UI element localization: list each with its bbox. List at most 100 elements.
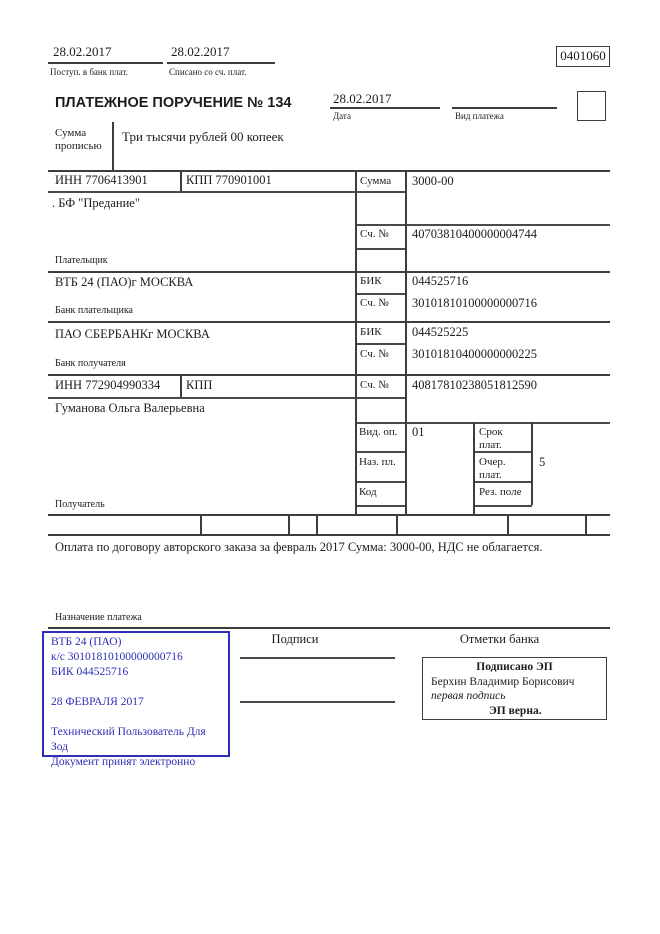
purpose-underline [48,627,610,629]
date-debited-label: Списано со сч. плат. [169,67,247,77]
date-debited-underline [167,62,275,64]
stamp-spacer [51,680,221,695]
rez-pole-label: Рез. поле [479,486,522,498]
amount-words-label: Сумма прописью [55,127,102,152]
receiver-kpp-label: КПП [186,378,213,392]
srok-plat-label: Срок плат. [479,426,503,451]
stamp-user: Технический Пользователь Для Зод [51,726,206,753]
table-border [473,451,532,453]
table-border [507,514,509,534]
date-received-underline [48,62,163,64]
receiver-bank-account-label: Сч. № [360,348,389,360]
receiver-bank-account-value: 30101810400000000225 [412,347,537,361]
esign-stamp: Подписано ЭП Берхин Владимир Борисович п… [422,657,607,720]
table-border [200,514,202,534]
receiver-bank-bik-value: 044525225 [412,325,469,339]
table-border [316,514,318,534]
table-border [48,191,406,193]
table-border [355,481,406,483]
table-border [585,514,587,534]
table-border [531,422,533,505]
table-border [48,397,406,399]
payer-section-label: Плательщик [55,255,108,266]
vid-op-value: 01 [412,425,425,439]
table-border [48,170,610,172]
amount-words-divider [112,122,114,170]
bank-marks-label: Отметки банка [459,632,540,646]
payer-bank-section-label: Банк плательщика [55,305,133,316]
table-border [473,481,532,483]
receiver-name: Гуманова Ольга Валерьевна [55,401,205,415]
payer-name: . БФ "Предание" [52,196,140,210]
table-border [405,170,407,515]
table-border [355,422,610,424]
date-debited-value: 28.02.2017 [171,44,230,59]
esign-title: Подписано ЭП [476,661,553,673]
esign-signer: Берхин Владимир Борисович [431,675,575,688]
table-border [180,374,182,398]
kod-label: Код [359,486,377,498]
table-border [48,374,610,376]
naz-pl-label: Наз. пл. [359,456,396,468]
receiver-bank-section-label: Банк получателя [55,358,126,369]
date-field-label: Дата [333,111,351,121]
table-border [355,343,406,345]
purpose-label: Назначение платежа [55,612,142,623]
signature-line [240,657,395,659]
payer-bank-bik-label: БИК [360,275,382,287]
form-code-box: 0401060 [556,46,610,67]
bank-acceptance-stamp: ВТБ 24 (ПАО) к/с 30101810100000000716 БИ… [42,631,230,768]
ocher-plat-label: Очер. плат. [479,456,506,481]
vid-op-label: Вид. оп. [359,426,398,438]
receiver-bank-bik-label: БИК [360,326,382,338]
table-border [48,271,610,273]
table-border [180,170,182,192]
table-border [355,224,610,226]
receiver-bank-name: ПАО СБЕРБАНКг МОСКВА [55,327,210,341]
payer-account-label: Сч. № [360,228,389,240]
table-border [473,422,475,515]
purpose-text: Оплата по договору авторского заказа за … [55,540,543,554]
date-received-label: Поступ. в банк плат. [50,67,128,77]
esign-signature-type: первая подпись [431,690,506,702]
payment-type-underline [452,107,557,109]
receiver-inn: ИНН 772904990334 [55,378,161,392]
document-title: ПЛАТЕЖНОЕ ПОРУЧЕНИЕ № 134 [55,95,292,111]
payment-type-box [577,91,606,121]
document-date-value: 28.02.2017 [333,91,392,106]
receiver-account-value: 40817810238051812590 [412,378,537,392]
stamp-accepted: Документ принят электронно [51,756,196,768]
sum-value: 3000-00 [412,174,454,188]
signatures-label: Подписи [271,632,319,646]
payer-account-value: 40703810400000004744 [412,227,537,241]
table-border [288,514,290,534]
table-border [396,514,398,534]
payer-bank-account-value: 30101810100000000716 [412,296,537,310]
table-border [355,170,357,515]
payer-bank-bik-value: 044525716 [412,274,469,288]
date-field-underline [330,107,440,109]
table-border [355,451,406,453]
stamp-corr-account: к/с 30101810100000000716 [51,651,183,663]
date-received-value: 28.02.2017 [53,44,112,59]
table-border [473,505,532,507]
stamp-bik: БИК 044525716 [51,666,129,678]
payer-bank-account-label: Сч. № [360,297,389,309]
payer-kpp: КПП 770901001 [186,173,272,187]
amount-words-value: Три тысячи рублей 00 копеек [122,129,284,144]
esign-valid: ЭП верна. [489,704,542,717]
table-border [355,505,406,507]
receiver-account-label: Сч. № [360,379,389,391]
table-border [48,321,610,323]
table-border [355,248,406,250]
stamp-bank-name: ВТБ 24 (ПАО) [51,636,122,648]
table-border [355,293,406,295]
signature-line [240,701,395,703]
table-border [48,514,610,516]
payer-inn: ИНН 7706413901 [55,173,148,187]
table-border [48,534,610,536]
sum-label: Сумма [360,175,392,187]
receiver-section-label: Получатель [55,499,105,510]
payment-type-label: Вид платежа [455,111,504,121]
